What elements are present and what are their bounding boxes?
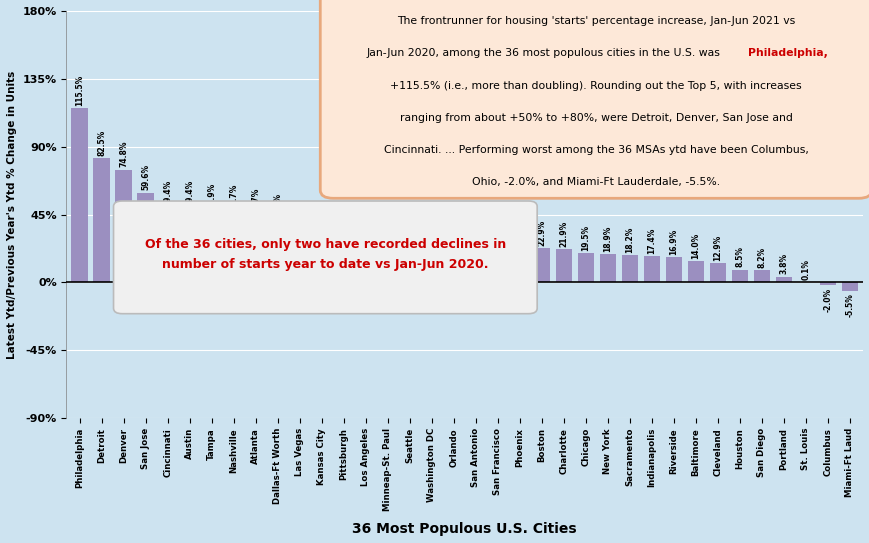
Text: 49.4%: 49.4%: [163, 179, 172, 206]
Bar: [137, 193, 154, 282]
Bar: [116, 169, 132, 282]
Bar: [533, 248, 549, 282]
Text: 19.5%: 19.5%: [580, 225, 589, 251]
Text: 59.6%: 59.6%: [141, 164, 150, 190]
Bar: [269, 222, 286, 282]
Text: Ohio, -2.0%, and Miami-Ft Lauderdale, -5.5%.: Ohio, -2.0%, and Miami-Ft Lauderdale, -5…: [471, 177, 720, 187]
Text: 3.8%: 3.8%: [779, 254, 787, 274]
Bar: [489, 247, 506, 282]
Text: 8.5%: 8.5%: [734, 247, 744, 267]
Text: 30.7%: 30.7%: [339, 207, 348, 234]
Bar: [555, 249, 572, 282]
Bar: [511, 247, 527, 282]
Bar: [247, 217, 263, 282]
Bar: [731, 270, 747, 282]
Text: 74.8%: 74.8%: [119, 141, 128, 167]
Text: 17.4%: 17.4%: [647, 228, 655, 254]
Text: 36.3%: 36.3%: [295, 199, 304, 225]
Bar: [203, 212, 220, 282]
Text: 82.5%: 82.5%: [97, 129, 106, 156]
Bar: [599, 254, 615, 282]
Bar: [159, 208, 176, 282]
Y-axis label: Latest Ytd/Previous Year's Ytd % Change in Units: Latest Ytd/Previous Year's Ytd % Change …: [7, 71, 17, 359]
Text: 46.9%: 46.9%: [207, 183, 216, 210]
Bar: [445, 244, 461, 282]
Bar: [687, 261, 703, 282]
X-axis label: 36 Most Populous U.S. Cities: 36 Most Populous U.S. Cities: [352, 522, 576, 536]
Bar: [753, 270, 769, 282]
Bar: [71, 108, 88, 282]
Bar: [291, 228, 308, 282]
Bar: [774, 277, 791, 282]
Text: The frontrunner for housing 'starts' percentage increase, Jan-Jun 2021 vs: The frontrunner for housing 'starts' per…: [396, 16, 794, 26]
Text: Philadelphia,: Philadelphia,: [747, 48, 827, 59]
Text: 29.3%: 29.3%: [405, 210, 414, 236]
Text: 18.9%: 18.9%: [602, 225, 612, 252]
Text: -2.0%: -2.0%: [822, 288, 832, 312]
Text: 26.0%: 26.0%: [427, 214, 435, 241]
Bar: [819, 282, 835, 286]
Text: 30.1%: 30.1%: [361, 209, 370, 235]
Text: 21.9%: 21.9%: [559, 221, 567, 247]
Bar: [577, 253, 594, 282]
Bar: [643, 256, 660, 282]
Text: 23.4%: 23.4%: [493, 219, 501, 245]
Bar: [225, 212, 242, 282]
Bar: [709, 263, 726, 282]
Text: 43.7%: 43.7%: [251, 188, 260, 214]
Bar: [357, 237, 374, 282]
Text: 29.3%: 29.3%: [383, 210, 392, 236]
Text: 49.4%: 49.4%: [185, 179, 194, 206]
Text: ranging from about +50% to +80%, were Detroit, Denver, San Jose and: ranging from about +50% to +80%, were De…: [399, 113, 792, 123]
Text: 31.7%: 31.7%: [317, 206, 326, 232]
Text: Cincinnati. ... Performing worst among the 36 MSAs ytd have been Columbus,: Cincinnati. ... Performing worst among t…: [383, 145, 807, 155]
Bar: [182, 208, 198, 282]
Bar: [313, 235, 329, 282]
Text: 40.5%: 40.5%: [273, 193, 282, 219]
Bar: [335, 236, 352, 282]
Text: 25.5%: 25.5%: [448, 216, 458, 242]
Text: 18.2%: 18.2%: [625, 226, 634, 252]
Bar: [467, 245, 483, 282]
Text: 16.9%: 16.9%: [668, 229, 678, 255]
Bar: [401, 238, 417, 282]
Bar: [620, 255, 637, 282]
Text: 12.9%: 12.9%: [713, 235, 721, 261]
Text: -5.5%: -5.5%: [845, 293, 853, 317]
Bar: [840, 282, 857, 291]
Text: 0.1%: 0.1%: [800, 259, 809, 280]
Bar: [665, 257, 681, 282]
Text: number of starts year to date vs Jan-Jun 2020.: number of starts year to date vs Jan-Jun…: [162, 258, 488, 271]
Text: 14.0%: 14.0%: [691, 233, 700, 259]
Bar: [93, 158, 109, 282]
Text: 8.2%: 8.2%: [756, 247, 766, 268]
Text: 22.9%: 22.9%: [537, 219, 546, 245]
Text: 46.7%: 46.7%: [229, 184, 238, 210]
Bar: [379, 238, 395, 282]
Text: 23.4%: 23.4%: [514, 219, 524, 245]
Text: +115.5% (i.e., more than doubling). Rounding out the Top 5, with increases: +115.5% (i.e., more than doubling). Roun…: [390, 80, 801, 91]
Text: 115.5%: 115.5%: [75, 75, 84, 106]
Text: 24.7%: 24.7%: [471, 217, 480, 243]
Text: Of the 36 cities, only two have recorded declines in: Of the 36 cities, only two have recorded…: [144, 238, 506, 251]
Text: Jan-Jun 2020, among the 36 most populous cities in the U.S. was: Jan-Jun 2020, among the 36 most populous…: [366, 48, 723, 59]
Bar: [423, 243, 440, 282]
